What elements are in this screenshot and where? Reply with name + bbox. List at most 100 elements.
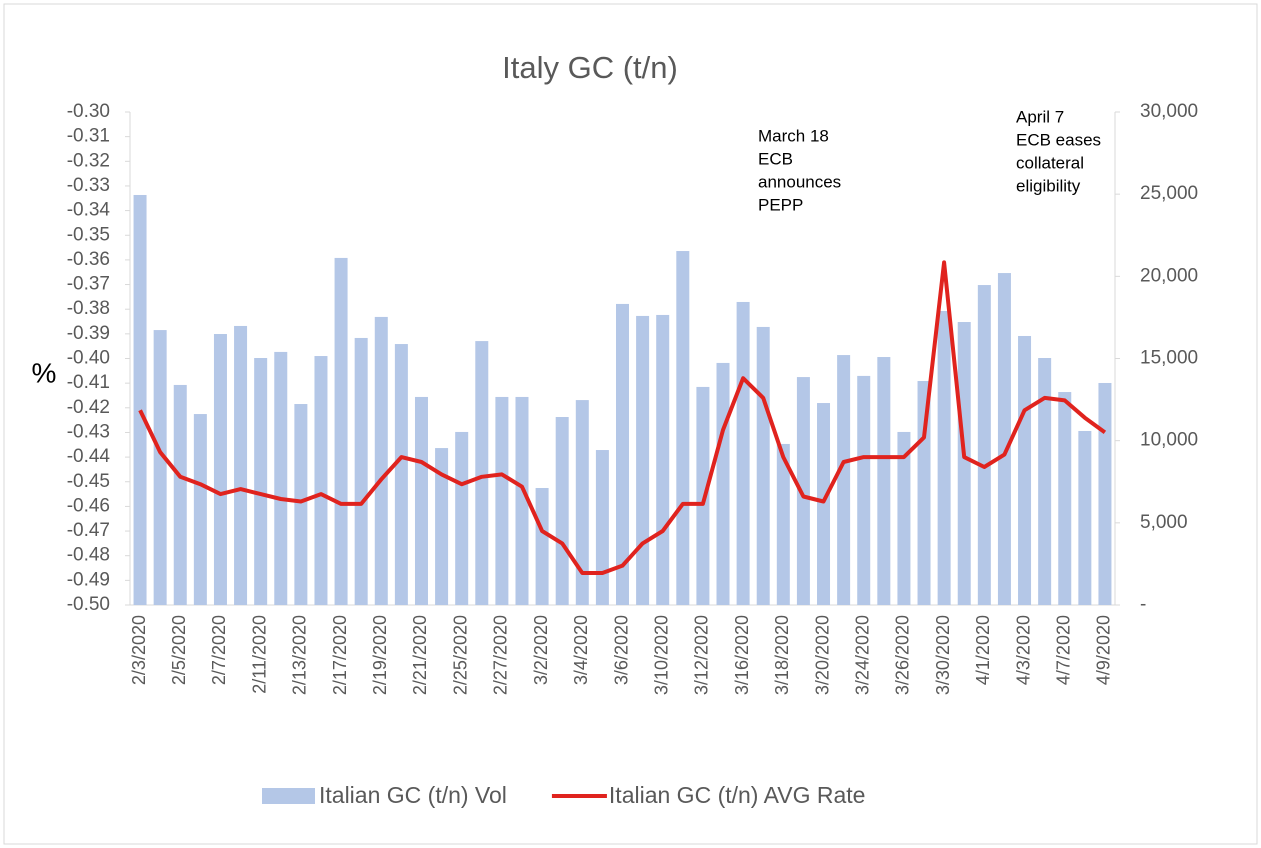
- bar: [595, 450, 609, 605]
- y-tick-label: -0.39: [67, 323, 110, 344]
- x-tick-label: 3/30/2020: [933, 615, 953, 695]
- y2-tick-label: 20,000: [1140, 265, 1198, 286]
- bar: [234, 325, 248, 605]
- rate-line: [138, 260, 1107, 575]
- y-tick-label: -0.40: [67, 348, 110, 369]
- y-tick-label: -0.35: [67, 224, 110, 245]
- y-tick-label: -0.45: [67, 471, 110, 492]
- x-tick-label: 2/5/2020: [169, 615, 189, 685]
- bar: [314, 356, 328, 605]
- x-tick-label: 3/26/2020: [893, 615, 913, 695]
- bar: [394, 344, 408, 605]
- bar: [555, 417, 569, 605]
- bar: [736, 301, 750, 605]
- bar: [133, 194, 147, 605]
- bar: [997, 273, 1011, 605]
- bar: [696, 386, 710, 605]
- bar: [515, 396, 529, 605]
- x-tick-label: 3/24/2020: [852, 615, 872, 695]
- y2-tick-label: 30,000: [1140, 101, 1198, 122]
- annotation: announces: [758, 172, 841, 191]
- x-tick-label: 2/21/2020: [410, 615, 430, 695]
- bar: [1018, 335, 1032, 605]
- x-tick-label: 2/17/2020: [330, 615, 350, 695]
- annotation: ECB: [758, 149, 793, 168]
- bar: [1058, 392, 1072, 605]
- bar: [656, 314, 670, 605]
- x-tick-label: 3/12/2020: [692, 615, 712, 695]
- bar: [877, 357, 891, 605]
- bar: [374, 316, 388, 605]
- bar: [676, 251, 690, 605]
- y-tick-label: -0.46: [67, 495, 110, 516]
- x-tick-label: 2/19/2020: [370, 615, 390, 695]
- bar: [796, 377, 810, 605]
- bar: [1098, 382, 1112, 605]
- bar: [414, 396, 428, 605]
- x-tick-label: 2/7/2020: [209, 615, 229, 685]
- y-tick-label: -0.42: [67, 397, 110, 418]
- x-tick-label: 2/11/2020: [249, 615, 269, 694]
- y-tick-label: -0.48: [67, 545, 110, 566]
- bar: [193, 414, 207, 605]
- y-tick-label: -0.33: [67, 175, 110, 196]
- x-tick-label: 3/18/2020: [772, 615, 792, 695]
- x-tick-label: 2/27/2020: [491, 615, 511, 695]
- x-tick-label: 3/20/2020: [812, 615, 832, 695]
- x-tick-label: 4/7/2020: [1053, 615, 1073, 685]
- annotation: March 18: [758, 126, 829, 145]
- annotation: collateral: [1016, 153, 1084, 172]
- x-tick-label: 3/6/2020: [611, 615, 631, 685]
- bar: [756, 326, 770, 605]
- y-tick-label: -0.30: [67, 101, 110, 122]
- x-tick-label: 4/3/2020: [1013, 615, 1033, 685]
- y-tick-label: -0.34: [67, 200, 111, 221]
- bar: [455, 431, 469, 605]
- bar: [857, 375, 871, 605]
- bar: [977, 285, 991, 605]
- annotation: ECB eases: [1016, 130, 1101, 149]
- bar: [294, 404, 308, 605]
- x-tick-label: 3/16/2020: [732, 615, 752, 695]
- bar: [716, 362, 730, 605]
- y2-tick-label: -: [1140, 594, 1146, 615]
- bar: [1078, 430, 1092, 605]
- y2-tick-label: 25,000: [1140, 183, 1198, 204]
- y-tick-label: -0.43: [67, 421, 110, 442]
- x-tick-label: 2/13/2020: [290, 615, 310, 695]
- legend-swatch: [262, 788, 315, 804]
- bar: [837, 355, 851, 605]
- bar: [957, 322, 971, 605]
- bar: [495, 396, 509, 605]
- bar: [153, 330, 167, 605]
- y-tick-label: -0.47: [67, 520, 110, 541]
- bar: [575, 400, 589, 605]
- bar: [435, 448, 449, 605]
- y2-tick-label: 5,000: [1140, 512, 1188, 533]
- y-tick-label: -0.41: [67, 372, 110, 393]
- bar: [1038, 358, 1052, 605]
- y2-tick-label: 15,000: [1140, 348, 1198, 369]
- bar: [213, 334, 227, 605]
- bar: [917, 381, 931, 605]
- annotation: April 7: [1016, 107, 1064, 126]
- legend-label: Italian GC (t/n) Vol: [319, 782, 507, 808]
- bar: [897, 431, 911, 605]
- bar: [776, 443, 790, 605]
- x-tick-label: 2/25/2020: [450, 615, 470, 695]
- x-tick-label: 2/3/2020: [129, 615, 149, 685]
- x-tick-label: 3/4/2020: [571, 615, 591, 685]
- y2-tick-label: 10,000: [1140, 430, 1198, 451]
- y-tick-label: -0.32: [67, 150, 110, 171]
- y-tick-label: -0.50: [67, 594, 110, 615]
- bar: [334, 257, 348, 605]
- y-tick-label: -0.49: [67, 569, 110, 590]
- x-tick-label: 4/9/2020: [1094, 615, 1114, 685]
- annotation: eligibility: [1016, 176, 1081, 195]
- y-axis-label: %: [32, 357, 57, 388]
- bar: [354, 337, 368, 605]
- bar: [173, 384, 187, 605]
- x-tick-label: 4/1/2020: [973, 615, 993, 685]
- bar: [274, 351, 288, 605]
- chart-title: Italy GC (t/n): [502, 50, 678, 85]
